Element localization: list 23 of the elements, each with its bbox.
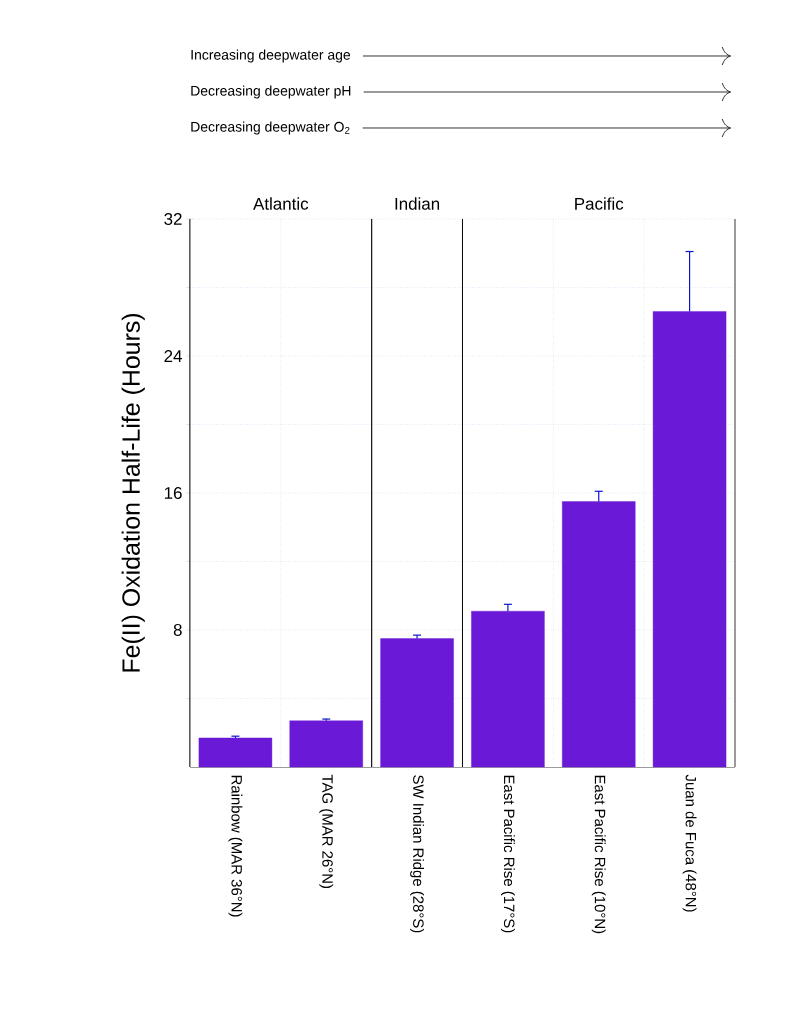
y-tick-label: 16 bbox=[164, 487, 182, 499]
x-tick-label: Juan de Fuca (48°N) bbox=[682, 774, 697, 912]
bar bbox=[380, 638, 454, 768]
x-tick-label: East Pacific Rise (17°S) bbox=[500, 775, 515, 933]
x-tick-label: Rainbow (MAR 36°N) bbox=[228, 775, 243, 917]
bar bbox=[652, 311, 727, 768]
x-tick-label: TAG (MAR 26°N) bbox=[319, 774, 334, 889]
y-tick-label: 8 bbox=[173, 624, 182, 636]
bar bbox=[289, 720, 363, 768]
y-tick-label: 32 bbox=[164, 213, 182, 225]
y-axis-title: Fe(II) Oxidation Half-Life (Hours) bbox=[121, 313, 145, 672]
band-label: Indian bbox=[395, 197, 440, 210]
text: Decreasing deepwater pH bbox=[191, 85, 351, 99]
band-label: Atlantic bbox=[253, 197, 309, 210]
bar bbox=[562, 501, 636, 768]
bar bbox=[471, 610, 545, 768]
x-tick-label: East Pacific Rise (10°N) bbox=[591, 775, 606, 934]
x-tick-label: SW Indian Ridge (28°S) bbox=[410, 775, 425, 933]
band-label: Pacific bbox=[575, 197, 624, 210]
bar bbox=[198, 737, 273, 768]
text: Decreasing deepwater O$_{2}$ bbox=[191, 121, 350, 135]
y-tick-label: 24 bbox=[164, 350, 182, 362]
text: Increasing deepwater age bbox=[191, 49, 351, 63]
